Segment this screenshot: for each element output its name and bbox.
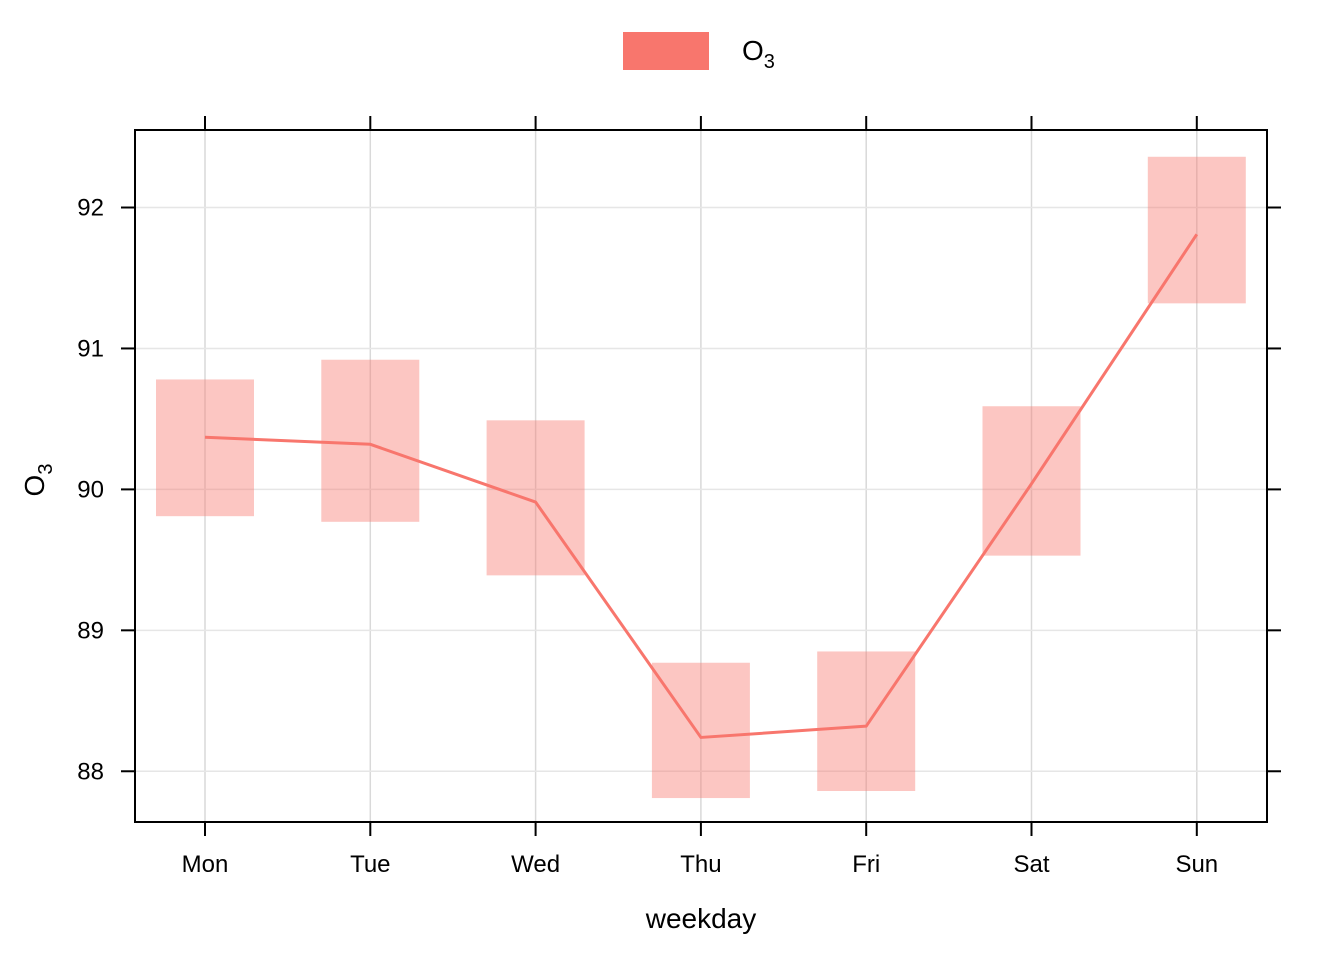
confidence-band — [156, 379, 254, 517]
x-tick-label: Sun — [1175, 851, 1218, 878]
y-tick-label: 89 — [77, 617, 104, 644]
y-tick-label: 92 — [77, 195, 104, 222]
legend-swatch — [623, 32, 709, 70]
x-tick-label: Mon — [182, 851, 229, 878]
confidence-band — [817, 651, 916, 791]
confidence-band — [651, 662, 750, 799]
y-tick-label: 90 — [77, 476, 104, 503]
legend: O3 — [623, 32, 775, 73]
confidence-band — [321, 359, 420, 522]
y-axis-title: O3 — [19, 464, 57, 497]
confidence-bands — [156, 156, 1246, 799]
axis-ticks: Mon Tue Wed Thu Fri Sat Sun 88 89 90 91 92 — [77, 116, 1281, 878]
legend-label: O3 — [742, 35, 775, 73]
x-tick-label: Tue — [350, 851, 390, 878]
x-tick-label: Fri — [852, 851, 880, 878]
x-tick-label: Wed — [511, 851, 560, 878]
x-tick-label: Sat — [1013, 851, 1049, 878]
confidence-band — [1147, 156, 1246, 304]
y-tick-label: 88 — [77, 758, 104, 785]
x-tick-label: Thu — [680, 851, 721, 878]
y-tick-label: 91 — [77, 335, 104, 362]
x-axis-title: weekday — [645, 903, 757, 934]
series-lines — [204, 233, 1199, 739]
gridlines — [135, 130, 1267, 822]
